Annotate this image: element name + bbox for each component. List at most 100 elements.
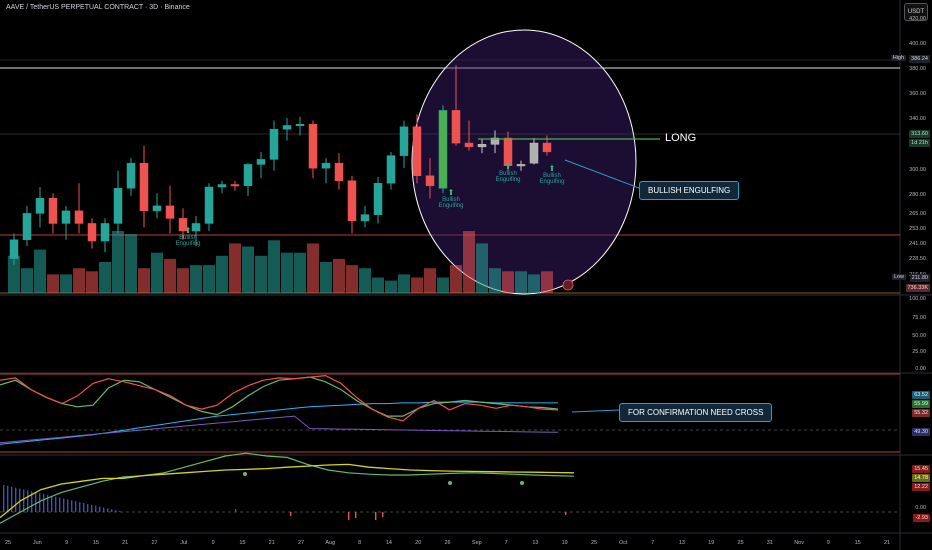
- rsi-signal-line: [0, 415, 559, 444]
- time-axis-label: 26: [444, 540, 451, 546]
- macd-histogram-bar: [87, 503, 89, 512]
- macd-histogram-bar: [115, 510, 117, 512]
- macd-tag-2: 14.78: [912, 474, 930, 482]
- macd-histogram-bar: [31, 491, 33, 512]
- volume-bar: [125, 234, 137, 293]
- volume-bar: [515, 271, 527, 293]
- price-axis-label: 420.00: [909, 16, 926, 22]
- time-axis-label: Sep: [471, 540, 482, 546]
- candle: [282, 117, 292, 141]
- volume-bar: [216, 255, 228, 293]
- price-axis-label: 400.00: [909, 41, 926, 48]
- time-axis-label: 9: [65, 540, 69, 546]
- volume-bar: [294, 252, 306, 293]
- candle: [178, 208, 188, 240]
- candle: [308, 120, 318, 179]
- time-axis-label: 19: [561, 540, 568, 546]
- candle-body: [477, 144, 487, 148]
- price-axis-label: 360.00: [909, 91, 926, 98]
- macd-signal-line: [0, 452, 575, 524]
- candle-body: [490, 137, 500, 145]
- candle-body: [451, 110, 461, 144]
- time-axis-label: Jun: [32, 540, 42, 546]
- candle: [347, 175, 357, 234]
- volume-bar: [8, 255, 20, 293]
- rsi-slow-line: [0, 376, 559, 417]
- macd-histogram-bar: [119, 511, 121, 512]
- candle-body: [204, 186, 214, 224]
- candle: [503, 131, 513, 171]
- candle-body: [113, 188, 123, 224]
- candle-body: [126, 162, 136, 189]
- volume-bar: [411, 277, 423, 293]
- macd-zero-label: 0.00: [915, 505, 926, 511]
- candle: [152, 193, 162, 219]
- macd-histogram-bar: [565, 512, 567, 515]
- candle-body: [438, 110, 448, 189]
- candle: [74, 183, 84, 234]
- volume-bar: [398, 274, 410, 293]
- candle-body: [87, 223, 97, 242]
- macd-histogram-bar: [355, 512, 357, 518]
- macd-histogram-bar: [235, 509, 237, 512]
- time-axis-label: 13: [532, 540, 539, 546]
- osc-tag-2: 55.99: [912, 400, 930, 408]
- volume-bar: [502, 271, 514, 293]
- volume-bar: [437, 277, 449, 293]
- bullish-engulfing-callout[interactable]: BULLISH ENGULFING: [639, 181, 740, 200]
- currency-button[interactable]: USDT: [904, 3, 928, 21]
- macd-indicator: [0, 452, 575, 524]
- candle-body: [230, 184, 240, 187]
- cross-dot: [243, 472, 247, 476]
- candle: [334, 153, 344, 190]
- time-axis-label: Aug: [325, 540, 336, 546]
- macd-tag-3: 12.22: [912, 483, 930, 491]
- candle: [321, 158, 331, 184]
- candle-body: [347, 180, 357, 222]
- time-axis-label: 15: [854, 540, 861, 546]
- candle-body: [464, 142, 474, 148]
- candle-body: [412, 126, 422, 176]
- volume-bar: [359, 268, 371, 293]
- time-axis-label: 27: [297, 540, 305, 546]
- candle-body: [100, 223, 110, 242]
- macd-histogram-bar: [91, 504, 93, 512]
- confirmation-callout[interactable]: FOR CONFIRMATION NEED CROSS: [619, 403, 773, 422]
- macd-histogram-bar: [375, 512, 377, 520]
- macd-histogram-bar: [103, 507, 105, 512]
- macd-histogram-bar: [43, 494, 45, 512]
- pattern-label: ⬆ Bullish Engulfing: [492, 162, 524, 184]
- candle: [139, 145, 149, 228]
- price-axis-label: 300.00: [909, 166, 926, 173]
- volume-bar: [346, 265, 358, 293]
- candle: [22, 205, 32, 247]
- candle-body: [386, 155, 396, 184]
- time-axis-label: 7: [651, 540, 655, 546]
- candle: [438, 105, 448, 194]
- time-axis-label: Jul: [180, 540, 188, 546]
- volume-bar: [34, 249, 46, 293]
- macd-histogram-bar: [67, 499, 69, 512]
- up-arrow-icon: ⬆: [184, 226, 192, 235]
- candle: [48, 193, 58, 234]
- price-axis-label: 228.50: [909, 256, 926, 263]
- candle: [451, 65, 461, 146]
- macd-histogram-bar: [71, 500, 73, 512]
- volume-bar: [99, 262, 111, 293]
- price-axis-label: 280.00: [909, 191, 926, 198]
- time-axis-label: 31: [766, 540, 773, 546]
- candle: [386, 151, 396, 190]
- candle-body: [399, 126, 409, 156]
- volume-bar: [463, 231, 475, 293]
- candle: [191, 215, 201, 247]
- macd-histogram-bar: [19, 488, 21, 512]
- macd-histogram-bar: [382, 512, 384, 517]
- rsi-oscillator: [0, 374, 559, 445]
- volume-bar: [242, 246, 254, 293]
- time-axis-label: 21: [268, 540, 275, 546]
- volume-bar: [541, 271, 553, 293]
- callout-pointer: [564, 159, 640, 189]
- up-arrow-icon: ⬆: [504, 162, 512, 171]
- candle-body: [503, 137, 513, 166]
